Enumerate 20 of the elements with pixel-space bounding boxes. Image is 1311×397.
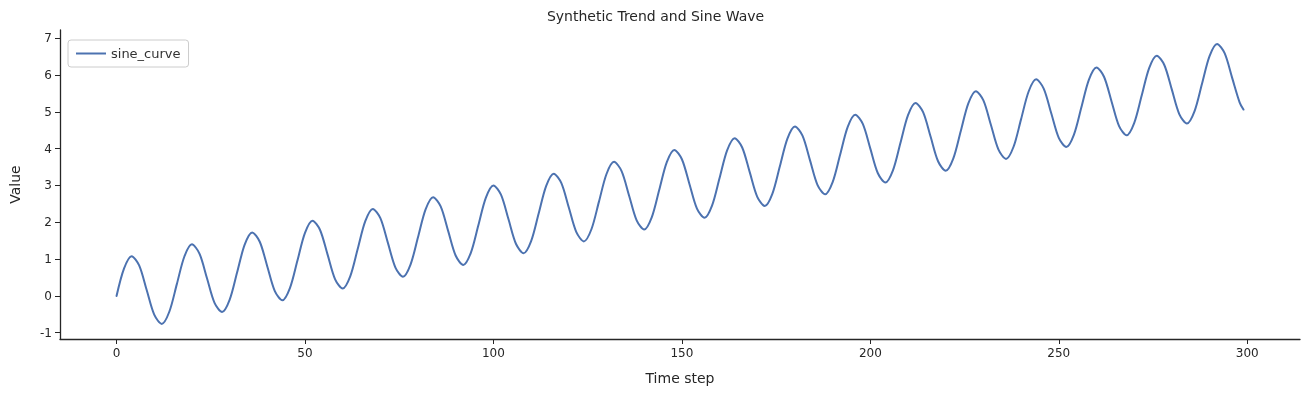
x-tick-label: 50: [297, 346, 313, 360]
legend-label: sine_curve: [111, 46, 181, 61]
y-tick-label: 1: [44, 252, 52, 267]
y-tick-label: 3: [44, 178, 52, 193]
x-tick-label: 150: [670, 346, 694, 360]
x-tick-label: 300: [1235, 346, 1259, 360]
y-tick-label: -1: [40, 325, 52, 340]
x-axis-title: Time step: [644, 370, 715, 386]
y-tick-label: 6: [44, 67, 52, 82]
y-tick-label: 5: [44, 104, 52, 119]
x-tick-label: 200: [858, 346, 882, 360]
y-tick-label: 0: [44, 288, 52, 303]
x-tick-label: 0: [112, 346, 121, 360]
y-tick-label: 7: [44, 31, 52, 46]
y-tick-label: 4: [44, 141, 52, 156]
chart-title: Synthetic Trend and Sine Wave: [546, 8, 765, 24]
x-tick-label: 250: [1047, 346, 1071, 360]
y-tick-label: 2: [44, 215, 52, 230]
y-axis-title: Value: [7, 165, 23, 204]
x-tick-label: 100: [481, 346, 505, 360]
